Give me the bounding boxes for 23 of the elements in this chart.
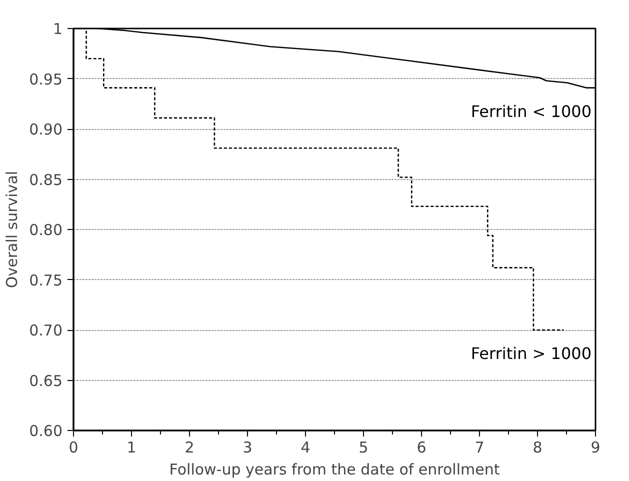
x-axis-title: Follow-up years from the date of enrollment [169, 460, 500, 478]
y-tick-label: 0.70 [29, 322, 63, 340]
series-label: Ferritin > 1000 [470, 344, 592, 363]
y-tick-label: 0.75 [29, 271, 63, 290]
x-tick-label: 6 [416, 438, 426, 456]
y-axis-title: Overall survival [3, 170, 22, 288]
y-tick-label: 0.85 [29, 170, 63, 189]
x-tick-label: 8 [532, 438, 542, 456]
x-tick-label: 7 [474, 438, 484, 456]
x-tick-label: 3 [242, 438, 252, 456]
x-tick-label: 2 [184, 438, 194, 456]
y-tick-label: 0.90 [29, 120, 63, 138]
x-tick-label: 1 [126, 438, 136, 456]
x-tick-label: 4 [300, 438, 310, 456]
series-label: Ferritin < 1000 [470, 102, 592, 121]
x-tick-label: 9 [590, 438, 600, 456]
y-tick-label: 0.65 [29, 372, 63, 390]
y-tick-label: 0.60 [29, 422, 63, 440]
y-tick-label: 1 [52, 20, 63, 38]
y-tick-label: 0.95 [29, 70, 63, 88]
y-tick-label: 0.80 [29, 221, 63, 239]
x-tick-label: 0 [68, 438, 78, 456]
x-tick-label: 5 [358, 438, 368, 456]
